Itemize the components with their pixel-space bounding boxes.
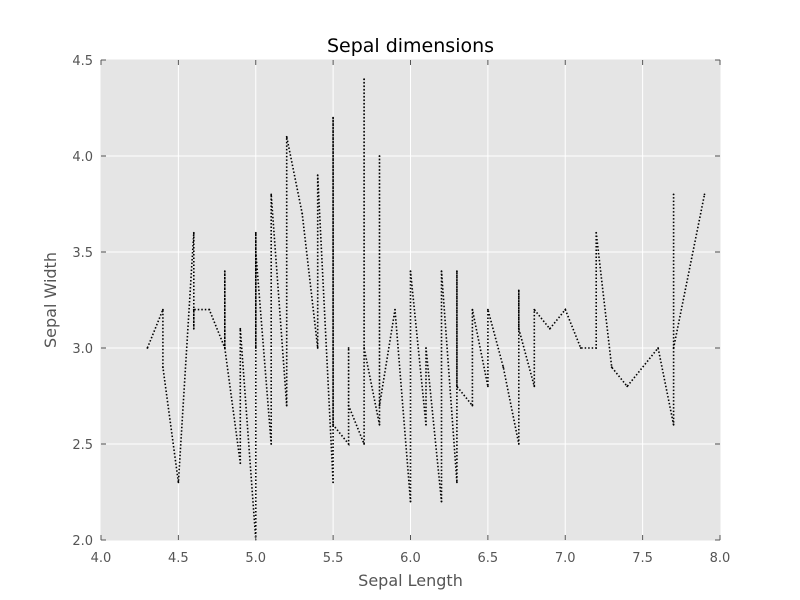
data-point <box>301 212 304 215</box>
data-point <box>254 347 257 349</box>
data-point <box>378 155 381 157</box>
x-tick-label: 4.5 <box>168 551 189 566</box>
data-point <box>192 308 195 311</box>
data-point <box>425 423 427 426</box>
data-point <box>657 347 659 349</box>
data-point <box>239 327 242 330</box>
data-point <box>440 270 443 273</box>
data-point <box>564 308 567 311</box>
data-point <box>533 308 536 311</box>
data-point <box>270 443 273 445</box>
data-point <box>270 193 273 196</box>
x-tick-label: 4.0 <box>91 551 112 566</box>
data-point <box>223 270 226 273</box>
data-point <box>579 347 582 349</box>
data-point <box>456 385 458 388</box>
x-axis-label: Sepal Length <box>358 571 463 590</box>
data-point <box>440 500 443 503</box>
data-point <box>533 385 536 388</box>
data-point <box>610 366 613 369</box>
data-point <box>548 327 551 330</box>
y-tick-label: 4.0 <box>72 150 93 165</box>
data-point <box>332 481 334 484</box>
data-point <box>487 385 489 388</box>
data-point <box>332 116 334 119</box>
data-point <box>456 270 458 273</box>
y-tick-label: 2.0 <box>72 534 93 549</box>
data-point <box>672 423 675 426</box>
x-tick-label: 6.0 <box>400 551 421 566</box>
chart-title: Sepal dimensions <box>327 35 494 57</box>
data-point <box>254 251 257 253</box>
y-tick-label: 4.5 <box>72 54 93 69</box>
data-point <box>285 404 288 407</box>
x-tick-label: 6.5 <box>478 551 499 566</box>
data-point <box>409 270 412 273</box>
data-point <box>378 423 381 426</box>
axis-ticks: 4.0 4.5 5.0 5.5 6.0 6.5 7.0 7.5 8.0 2.0 2.5 3.0 3.5 4… <box>72 54 730 566</box>
y-tick-label: 3.5 <box>72 246 93 261</box>
y-tick-label: 3.0 <box>72 342 93 357</box>
data-point <box>409 500 412 503</box>
data-point <box>363 347 365 349</box>
data-point <box>394 308 396 311</box>
data-point <box>363 443 365 445</box>
data-point <box>378 404 381 407</box>
data-point <box>471 308 474 311</box>
data-point <box>208 308 211 311</box>
data-point <box>192 231 195 234</box>
series-layer <box>146 78 706 541</box>
data-point <box>285 135 288 138</box>
data-point <box>316 347 319 349</box>
data-point <box>347 443 350 445</box>
data-point <box>595 231 598 234</box>
data-point <box>487 308 489 311</box>
data-point <box>672 347 675 349</box>
data-point <box>223 347 226 349</box>
data-point <box>347 347 350 349</box>
data-point <box>703 193 706 196</box>
data-point <box>517 443 520 445</box>
data-point <box>502 366 505 369</box>
data-point <box>177 481 180 484</box>
data-point <box>162 366 164 369</box>
data-point <box>626 385 629 388</box>
data-point <box>162 308 164 311</box>
data-point <box>456 481 458 484</box>
x-tick-label: 5.0 <box>245 551 266 566</box>
data-point <box>254 231 257 234</box>
y-tick-label: 2.5 <box>72 438 93 453</box>
data-point <box>146 347 149 349</box>
data-point <box>517 327 520 330</box>
data-point <box>239 462 242 465</box>
data-point <box>672 193 675 196</box>
data-point <box>347 404 350 407</box>
data-point <box>517 289 520 292</box>
x-tick-label: 7.0 <box>555 551 576 566</box>
x-tick-label: 5.5 <box>323 551 344 566</box>
data-point <box>595 347 598 349</box>
data-point <box>192 327 195 330</box>
x-tick-label: 8.0 <box>710 551 731 566</box>
y-axis-label: Sepal Width <box>41 252 60 348</box>
data-point <box>316 174 319 177</box>
data-point <box>471 404 474 407</box>
data-point <box>363 78 365 81</box>
x-tick-label: 7.5 <box>632 551 653 566</box>
data-point <box>425 347 427 349</box>
data-point <box>332 423 334 426</box>
